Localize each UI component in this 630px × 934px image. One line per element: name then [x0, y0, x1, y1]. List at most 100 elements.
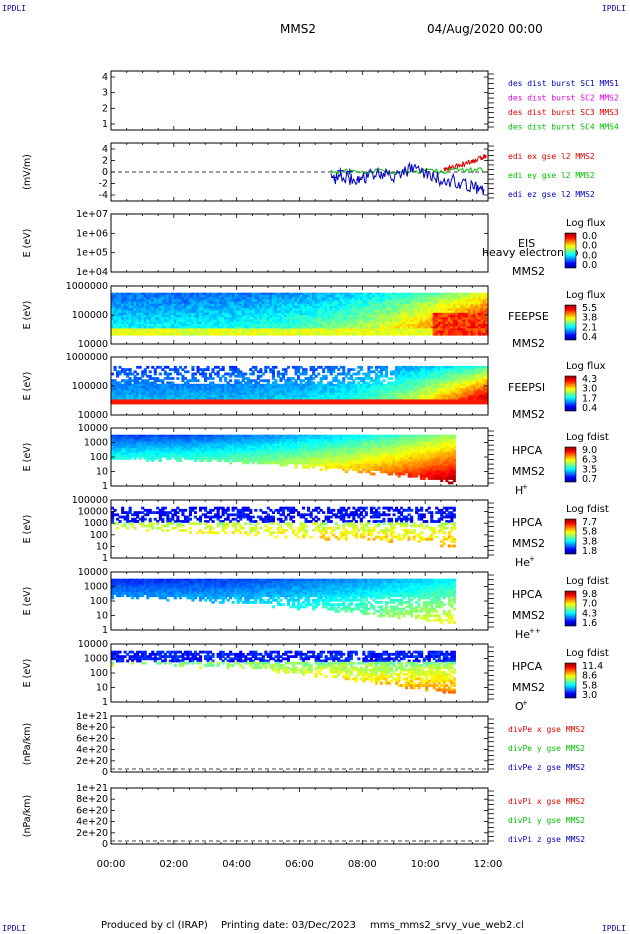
spectrogram-cell — [430, 399, 434, 403]
spectrogram-cell — [435, 312, 439, 316]
spectrogram-cell — [369, 397, 373, 400]
spectrogram-cell — [312, 377, 316, 380]
spectrogram-cell — [374, 392, 378, 396]
spectrogram-cell — [427, 292, 431, 296]
spectrogram-cell — [407, 397, 411, 400]
spectrogram-cell — [337, 328, 341, 332]
spectrogram-cell — [372, 392, 376, 396]
spectrogram-cell — [440, 297, 444, 300]
spectrogram-cell — [480, 319, 484, 323]
spectrogram-cell — [445, 368, 449, 371]
spectrogram-cell — [153, 321, 157, 325]
spectrogram-cell — [432, 370, 436, 374]
spectrogram-cell — [118, 323, 122, 327]
spectrogram-cell — [294, 390, 298, 394]
spectrogram-cell — [304, 330, 308, 334]
spectrogram-cell — [173, 321, 177, 325]
spectrogram-cell — [480, 330, 484, 334]
spectrogram-cell — [477, 299, 481, 303]
spectrogram-cell — [249, 394, 253, 398]
spectrogram-cell — [400, 312, 404, 316]
spectrogram-cell — [271, 328, 275, 332]
spectrogram-cell — [271, 330, 275, 334]
spectrogram-cell — [148, 319, 152, 323]
spectrogram-cell — [251, 319, 255, 323]
spectrogram-cell — [209, 310, 213, 314]
spectrogram-cell — [337, 317, 341, 320]
spectrogram-cell — [211, 388, 215, 391]
spectrogram-cell — [425, 321, 429, 325]
spectrogram-cell — [405, 401, 409, 405]
spectrogram-cell — [452, 292, 456, 296]
spectrogram-cell — [166, 401, 170, 405]
spectrogram-cell — [249, 390, 253, 394]
spectrogram-cell — [467, 323, 471, 327]
spectrogram-cell — [294, 388, 298, 391]
spectrogram-cell — [271, 317, 275, 320]
spectrogram-cell — [407, 294, 411, 298]
spectrogram-cell — [395, 381, 399, 385]
spectrogram-cell — [339, 397, 343, 400]
spectrogram-cell — [231, 303, 235, 307]
spectrogram-cell — [299, 392, 303, 396]
spectrogram-cell — [359, 397, 363, 400]
spectrogram-cell — [475, 330, 479, 334]
spectrogram-cell — [420, 299, 424, 303]
spectrogram-cell — [113, 332, 117, 336]
spectrogram-cell — [417, 326, 421, 329]
spectrogram-cell — [168, 294, 172, 298]
spectrogram-cell — [374, 397, 378, 400]
spectrogram-cell — [412, 372, 416, 376]
spectrogram-cell — [364, 294, 368, 298]
spectrogram-cell — [118, 401, 122, 405]
spectrogram-cell — [188, 315, 192, 318]
spectrogram-cell — [314, 390, 318, 394]
spectrogram-cell — [332, 390, 336, 394]
spectrogram-cell — [236, 374, 240, 378]
spectrogram-cell — [327, 401, 331, 405]
spectrogram-cell — [302, 303, 306, 307]
spectrogram-cell — [392, 370, 396, 374]
spectrogram-cell — [317, 381, 321, 385]
spectrogram-cell — [422, 292, 426, 296]
spectrogram-cell — [259, 401, 263, 405]
spectrogram-cell — [422, 310, 426, 314]
spectrogram-cell — [319, 399, 323, 403]
spectrogram-cell — [467, 312, 471, 316]
spectrogram-cell — [324, 377, 328, 380]
spectrogram-cell — [382, 301, 386, 305]
spectrogram-cell — [457, 321, 461, 325]
spectrogram-cell — [364, 301, 368, 305]
spectrogram-cell — [214, 299, 218, 303]
spectrogram-cell — [342, 323, 346, 327]
spectrogram-cell — [397, 310, 401, 314]
spectrogram-cell — [274, 297, 278, 300]
spectrogram-cell — [271, 299, 275, 303]
spectrogram-cell — [382, 328, 386, 332]
spectrogram-cell — [161, 401, 165, 405]
spectrogram-cell — [186, 328, 190, 332]
spectrogram-cell — [196, 292, 200, 296]
spectrogram-cell — [138, 310, 142, 314]
spectrogram-cell — [483, 297, 487, 300]
spectrogram-cell — [136, 372, 140, 376]
spectrogram-cell — [437, 379, 441, 383]
spectrogram-cell — [400, 381, 404, 385]
spectrogram-cell — [324, 374, 328, 378]
spectrogram-cell — [392, 312, 396, 316]
spectrogram-cell — [289, 312, 293, 316]
spectrogram-cell — [420, 323, 424, 327]
spectrogram-cell — [344, 330, 348, 334]
spectrogram-cell — [229, 368, 233, 371]
spectrogram-cell — [309, 381, 313, 385]
spectrogram-cell — [138, 299, 142, 303]
spectrogram-cell — [397, 326, 401, 329]
spectrogram-cell — [452, 297, 456, 300]
spectrogram-cell — [422, 372, 426, 376]
spectrogram-cell — [269, 394, 273, 398]
spectrogram-cell — [344, 299, 348, 303]
spectrogram-cell — [279, 297, 283, 300]
spectrogram-cell — [171, 332, 175, 336]
corner-label-top-left: IPDLI — [2, 4, 27, 13]
spectrogram-cell — [246, 319, 250, 323]
